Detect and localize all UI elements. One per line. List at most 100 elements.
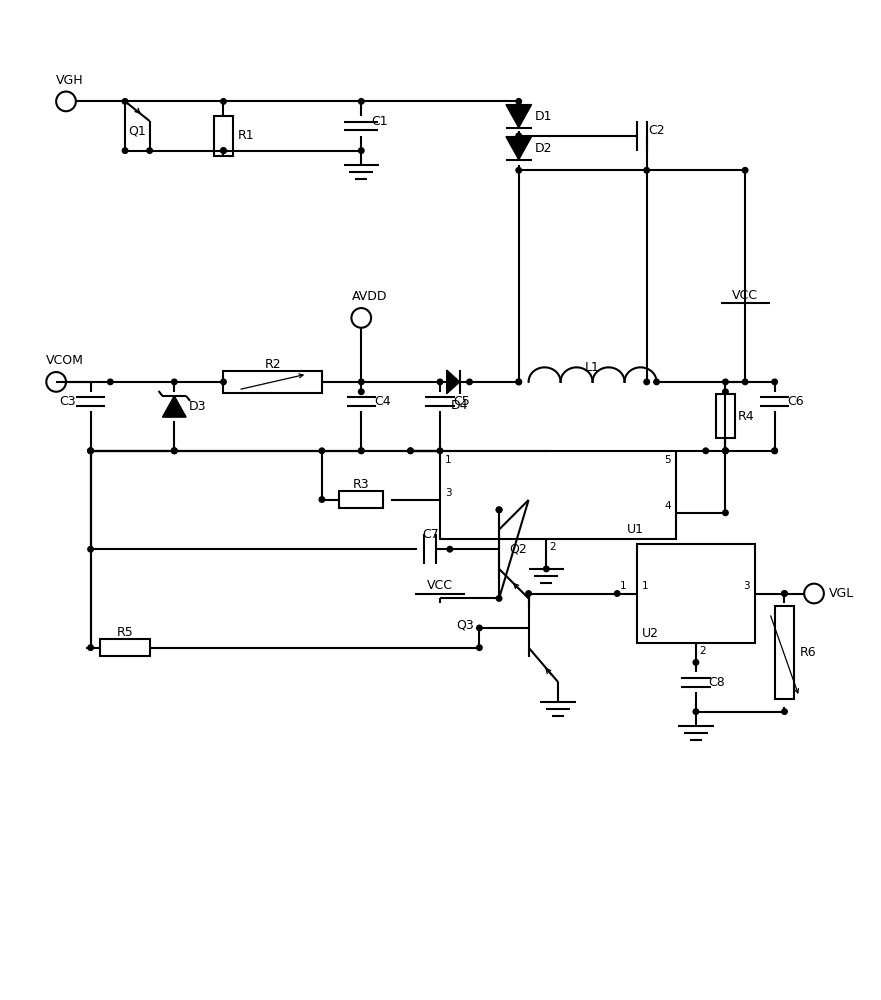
- Polygon shape: [447, 370, 460, 394]
- Circle shape: [172, 379, 177, 385]
- Bar: [100, 639, 150, 656]
- Circle shape: [467, 379, 472, 385]
- Bar: [774, 606, 795, 699]
- Circle shape: [359, 99, 364, 104]
- Circle shape: [437, 379, 443, 385]
- Circle shape: [319, 448, 325, 454]
- Circle shape: [88, 448, 93, 454]
- Circle shape: [477, 625, 482, 631]
- Text: VGH: VGH: [56, 74, 84, 87]
- Text: D4: D4: [451, 399, 469, 412]
- Circle shape: [408, 448, 413, 454]
- Circle shape: [781, 709, 788, 714]
- Circle shape: [408, 448, 413, 454]
- Circle shape: [526, 591, 531, 596]
- Circle shape: [743, 379, 748, 385]
- Text: R6: R6: [799, 646, 816, 659]
- Text: C2: C2: [648, 124, 665, 137]
- Circle shape: [516, 379, 522, 385]
- Circle shape: [544, 566, 549, 572]
- Text: 1: 1: [445, 455, 452, 465]
- Circle shape: [221, 379, 226, 385]
- Circle shape: [743, 168, 748, 173]
- Text: 1: 1: [620, 581, 626, 591]
- Text: VCC: VCC: [427, 579, 453, 592]
- Circle shape: [693, 709, 699, 714]
- Circle shape: [722, 379, 729, 385]
- Circle shape: [359, 379, 364, 385]
- Polygon shape: [506, 105, 531, 128]
- Text: R1: R1: [238, 129, 255, 142]
- Circle shape: [516, 133, 522, 139]
- Text: C1: C1: [371, 115, 388, 128]
- Text: 3: 3: [445, 488, 452, 498]
- Text: C3: C3: [59, 395, 76, 408]
- Text: C7: C7: [422, 528, 439, 541]
- Text: U2: U2: [641, 627, 659, 640]
- Text: C8: C8: [708, 676, 725, 689]
- Circle shape: [172, 448, 177, 454]
- Circle shape: [781, 591, 788, 596]
- Bar: [637, 544, 755, 643]
- Circle shape: [722, 448, 729, 454]
- Text: C5: C5: [453, 395, 470, 408]
- Text: 1: 1: [641, 581, 648, 591]
- Circle shape: [772, 379, 777, 385]
- Polygon shape: [162, 396, 186, 417]
- Circle shape: [88, 448, 93, 454]
- Circle shape: [516, 99, 522, 104]
- Circle shape: [437, 448, 443, 454]
- Circle shape: [88, 546, 93, 552]
- Circle shape: [703, 448, 708, 454]
- Text: D3: D3: [189, 400, 206, 413]
- Circle shape: [644, 379, 649, 385]
- Circle shape: [172, 448, 177, 454]
- Circle shape: [221, 148, 226, 153]
- Circle shape: [107, 379, 113, 385]
- Circle shape: [359, 448, 364, 454]
- Text: R5: R5: [116, 626, 133, 639]
- Circle shape: [496, 507, 502, 513]
- Circle shape: [319, 497, 325, 502]
- Text: C4: C4: [374, 395, 390, 408]
- Text: R3: R3: [353, 478, 370, 491]
- Circle shape: [722, 389, 729, 394]
- Text: 3: 3: [744, 581, 750, 591]
- Circle shape: [722, 448, 729, 454]
- Text: Q3: Q3: [456, 618, 475, 631]
- Text: 4: 4: [664, 501, 671, 511]
- Text: AVDD: AVDD: [352, 290, 387, 303]
- Circle shape: [88, 448, 93, 454]
- Text: C6: C6: [788, 395, 804, 408]
- Circle shape: [122, 99, 128, 104]
- Circle shape: [496, 507, 502, 513]
- Text: 2: 2: [549, 542, 556, 552]
- Circle shape: [477, 645, 482, 650]
- Circle shape: [221, 148, 226, 153]
- Bar: [715, 394, 736, 438]
- Text: D2: D2: [535, 142, 552, 155]
- Circle shape: [772, 448, 777, 454]
- Polygon shape: [506, 137, 531, 160]
- Text: L1: L1: [585, 361, 600, 374]
- Circle shape: [693, 660, 699, 665]
- Text: R4: R4: [738, 410, 755, 423]
- Bar: [224, 371, 322, 393]
- Circle shape: [221, 99, 226, 104]
- Text: D1: D1: [535, 110, 552, 123]
- Circle shape: [781, 591, 788, 596]
- Circle shape: [516, 379, 522, 385]
- Text: VCOM: VCOM: [47, 354, 85, 367]
- Text: 5: 5: [664, 455, 671, 465]
- Circle shape: [516, 168, 522, 173]
- Circle shape: [644, 168, 649, 173]
- Bar: [339, 491, 383, 508]
- Circle shape: [359, 389, 364, 394]
- Text: Q1: Q1: [128, 124, 145, 137]
- Text: VGL: VGL: [829, 587, 854, 600]
- Circle shape: [654, 379, 659, 385]
- Circle shape: [88, 645, 93, 650]
- Bar: [213, 116, 233, 156]
- Text: VCC: VCC: [732, 289, 759, 302]
- Text: R2: R2: [264, 358, 281, 371]
